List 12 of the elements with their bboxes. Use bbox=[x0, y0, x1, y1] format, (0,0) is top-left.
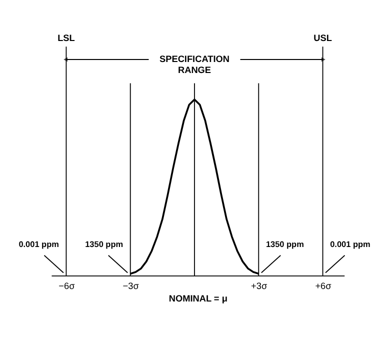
ref-line-label: LSL bbox=[58, 33, 76, 44]
annotation: 0.001 ppm bbox=[18, 240, 59, 250]
x-tick-label: −6σ bbox=[58, 280, 76, 291]
x-tick-label: +3σ bbox=[251, 280, 268, 291]
x-tick-label: +6σ bbox=[315, 280, 332, 291]
annotation: 1350 ppm bbox=[85, 240, 124, 250]
text: SPECIFICATION RANGE bbox=[160, 54, 230, 76]
x-tick-label: −3σ bbox=[122, 280, 140, 291]
annotation: 0.001 ppm bbox=[330, 240, 370, 250]
annotation: 1350 ppm bbox=[266, 240, 304, 250]
x-axis-title: NOMINAL = μ bbox=[168, 294, 228, 304]
ref-line-label: USL bbox=[314, 33, 332, 44]
